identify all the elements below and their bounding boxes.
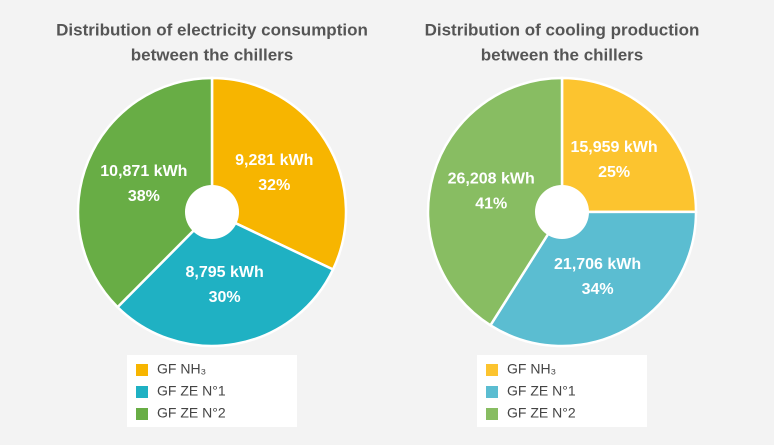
- legend-swatch: [486, 364, 498, 376]
- percent-label: 34%: [582, 281, 614, 298]
- legend-box: [127, 355, 297, 427]
- slice: [115, 210, 335, 348]
- legend-swatch: [136, 364, 148, 376]
- value-label: 15,959 kWh: [571, 139, 658, 156]
- value-label: 21,706 kWh: [554, 256, 641, 273]
- chart-title: Distribution of electricity consumption: [56, 20, 368, 39]
- legend-label: GF NH₃: [157, 361, 206, 377]
- legend-swatch: [136, 408, 148, 420]
- slice: [76, 76, 214, 309]
- legend-box: [477, 355, 647, 427]
- slice: [560, 76, 698, 214]
- legend-swatch: [486, 408, 498, 420]
- percent-label: 38%: [128, 188, 160, 205]
- value-label: 9,281 kWh: [235, 152, 313, 169]
- percent-label: 25%: [598, 164, 630, 181]
- legend-label: GF ZE N°1: [157, 383, 226, 399]
- legend-swatch: [486, 386, 498, 398]
- value-label: 10,871 kWh: [100, 163, 187, 180]
- percent-label: 30%: [209, 289, 241, 306]
- slice: [210, 76, 348, 272]
- chart-title: between the chillers: [131, 45, 294, 64]
- legend-label: GF ZE N°2: [507, 405, 576, 421]
- percent-label: 41%: [475, 196, 507, 213]
- slice: [426, 76, 564, 328]
- donut-hole: [535, 185, 589, 239]
- donut-hole: [185, 185, 239, 239]
- legend-label: GF NH₃: [507, 361, 556, 377]
- value-label: 8,795 kWh: [186, 264, 264, 281]
- legend-swatch: [136, 386, 148, 398]
- value-label: 26,208 kWh: [448, 171, 535, 188]
- chart-title: Distribution of cooling production: [425, 20, 700, 39]
- chart-title: between the chillers: [481, 45, 644, 64]
- legend-label: GF ZE N°1: [507, 383, 576, 399]
- legend-label: GF ZE N°2: [157, 405, 226, 421]
- percent-label: 32%: [258, 177, 290, 194]
